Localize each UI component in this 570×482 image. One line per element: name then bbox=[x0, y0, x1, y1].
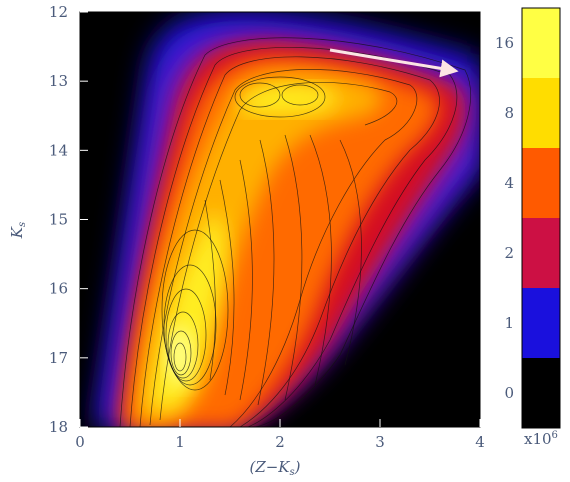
x-axis-ticks: 0 1 2 3 4 bbox=[75, 419, 485, 451]
y-axis-ticks: 12 13 14 15 16 17 18 bbox=[49, 3, 88, 436]
x-tick-label: 2 bbox=[275, 433, 285, 451]
colorbar-label: 4 bbox=[504, 174, 514, 192]
x-tick-label: 3 bbox=[375, 433, 385, 451]
y-tick-label: 18 bbox=[49, 418, 68, 436]
colorbar-segment bbox=[522, 288, 560, 358]
contour-lines bbox=[119, 37, 471, 427]
colorbar-unit: x106 bbox=[524, 430, 558, 448]
heatmap-panel bbox=[80, 12, 480, 427]
y-tick-label: 13 bbox=[49, 72, 68, 90]
y-tick-label: 17 bbox=[49, 349, 68, 367]
density-peak bbox=[166, 325, 194, 385]
annotation-arrow bbox=[329, 48, 459, 78]
x-tick-label: 0 bbox=[75, 433, 85, 451]
colorbar-segment bbox=[522, 148, 560, 218]
colorbar-segment bbox=[522, 218, 560, 288]
y-tick-label: 15 bbox=[49, 211, 68, 229]
y-tick-label: 12 bbox=[49, 3, 68, 21]
colorbar: 16 8 4 2 1 0 bbox=[495, 7, 561, 429]
colorbar-label: 0 bbox=[504, 384, 514, 402]
y-tick-label: 14 bbox=[49, 141, 68, 159]
x-tick-label: 4 bbox=[475, 433, 485, 451]
colorbar-label: 8 bbox=[504, 104, 514, 122]
colorbar-label: 1 bbox=[504, 314, 514, 332]
colorbar-label: 2 bbox=[504, 244, 514, 262]
colorbar-frame bbox=[521, 7, 561, 429]
colorbar-segment bbox=[522, 8, 560, 78]
x-tick-label: 1 bbox=[175, 433, 185, 451]
y-tick-label: 16 bbox=[49, 280, 68, 298]
colorbar-label: 16 bbox=[495, 34, 514, 52]
colorbar-segment bbox=[522, 358, 560, 428]
y-axis-label: Ks bbox=[8, 222, 28, 239]
x-axis-label: (Z−Ks) bbox=[249, 458, 300, 478]
colorbar-segment bbox=[522, 78, 560, 148]
